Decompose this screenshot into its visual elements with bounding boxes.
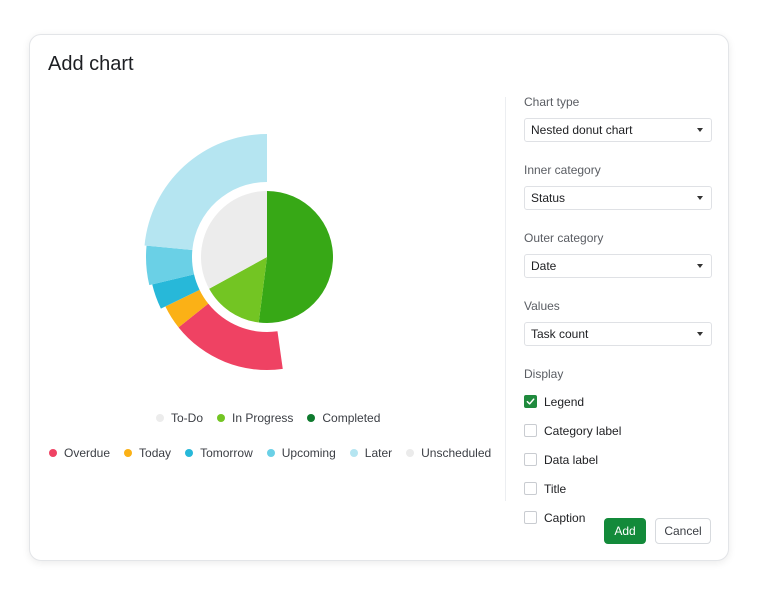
legend-label: Overdue xyxy=(64,446,111,460)
inner-ring xyxy=(201,191,333,323)
legend-dot xyxy=(266,449,275,457)
chart-type-select[interactable]: Nested donut chart xyxy=(524,118,712,142)
checkbox[interactable] xyxy=(524,424,537,437)
inner-slice-in-progress xyxy=(209,257,267,323)
display-option-data-label[interactable]: Data label xyxy=(524,445,712,474)
display-option-category-label[interactable]: Category label xyxy=(524,416,712,445)
display-option-label: Title xyxy=(544,481,567,496)
dialog-title: Add chart xyxy=(48,53,134,75)
checkbox[interactable] xyxy=(524,511,537,524)
outer-slice-today xyxy=(165,289,209,328)
legend-dot xyxy=(406,449,415,457)
legend-item-later: Later xyxy=(349,446,393,460)
legend-label: Unscheduled xyxy=(421,446,492,460)
display-label: Display xyxy=(524,367,564,381)
cancel-button[interactable]: Cancel xyxy=(655,518,711,544)
panel-divider xyxy=(505,97,506,501)
display-option-label: Category label xyxy=(544,423,622,438)
legend-item-tomorrow: Tomorrow xyxy=(185,446,253,460)
chevron-down-icon xyxy=(697,264,703,268)
inner-category-value: Status xyxy=(531,191,566,205)
legend-dot xyxy=(349,449,358,457)
inner-slice-completed xyxy=(258,191,333,323)
outer-legend: Overdue Today Tomorrow Upcoming Later Unsched… xyxy=(49,446,491,460)
display-option-label: Caption xyxy=(544,510,586,525)
display-option-label: Legend xyxy=(544,394,585,409)
check-icon xyxy=(526,398,535,405)
legend-label: To-Do xyxy=(171,411,204,425)
legend-item-overdue: Overdue xyxy=(49,446,110,460)
outer-category-value: Date xyxy=(531,259,557,273)
display-option-label: Data label xyxy=(544,452,599,467)
legend-dot xyxy=(185,449,194,457)
legend-item-to-do: To-Do xyxy=(156,411,203,425)
outer-ring xyxy=(144,134,283,370)
legend-label: Upcoming xyxy=(281,446,336,460)
inner-category-select[interactable]: Status xyxy=(524,186,712,210)
chevron-down-icon xyxy=(697,128,703,132)
outer-slice-overdue xyxy=(178,303,283,370)
inner-legend: To-Do In Progress Completed xyxy=(156,411,380,425)
outer-slice-upcoming xyxy=(146,245,195,286)
display-option-title[interactable]: Title xyxy=(524,474,712,503)
outer-category-label: Outer category xyxy=(524,231,604,245)
values-select[interactable]: Task count xyxy=(524,322,712,346)
display-options: Legend Category label Data label Title Capti… xyxy=(524,387,712,532)
legend-dot xyxy=(49,449,57,457)
legend-item-upcoming: Upcoming xyxy=(266,446,336,460)
legend-item-in-progress: In Progress xyxy=(217,411,293,425)
checkbox[interactable] xyxy=(524,453,537,466)
inner-slice-to-do xyxy=(201,191,267,289)
values-value: Task count xyxy=(531,327,589,341)
legend-item-unscheduled: Unscheduled xyxy=(406,446,491,460)
legend-dot xyxy=(124,449,133,457)
legend-dot xyxy=(307,414,316,422)
legend-dot xyxy=(217,414,226,422)
outer-slice-later xyxy=(144,134,267,250)
legend-dot xyxy=(156,414,164,422)
add-chart-dialog: Add chart To-Do In Progress Completed Over… xyxy=(29,34,729,561)
inner-category-label: Inner category xyxy=(524,163,601,177)
outer-category-select[interactable]: Date xyxy=(524,254,712,278)
checkbox-checked[interactable] xyxy=(524,395,537,408)
chart-preview: To-Do In Progress Completed Overdue Today To… xyxy=(30,35,505,515)
legend-label: In Progress xyxy=(232,411,294,425)
chevron-down-icon xyxy=(697,332,703,336)
chart-type-value: Nested donut chart xyxy=(531,123,633,137)
legend-item-completed: Completed xyxy=(307,411,380,425)
checkbox[interactable] xyxy=(524,482,537,495)
legend-label: Completed xyxy=(322,411,381,425)
legend-label: Today xyxy=(139,446,172,460)
display-option-legend[interactable]: Legend xyxy=(524,387,712,416)
legend-item-today: Today xyxy=(124,446,171,460)
display-option-caption[interactable]: Caption xyxy=(524,503,712,532)
chart-settings-panel: Chart type Nested donut chart Inner cate… xyxy=(524,95,712,532)
legend-label: Later xyxy=(364,446,393,460)
values-label: Values xyxy=(524,299,560,313)
legend-label: Tomorrow xyxy=(200,446,253,460)
add-button[interactable]: Add xyxy=(604,518,646,544)
outer-slice-tomorrow xyxy=(152,274,200,309)
chart-type-label: Chart type xyxy=(524,95,580,109)
nested-donut-chart xyxy=(144,134,333,370)
chevron-down-icon xyxy=(697,196,703,200)
